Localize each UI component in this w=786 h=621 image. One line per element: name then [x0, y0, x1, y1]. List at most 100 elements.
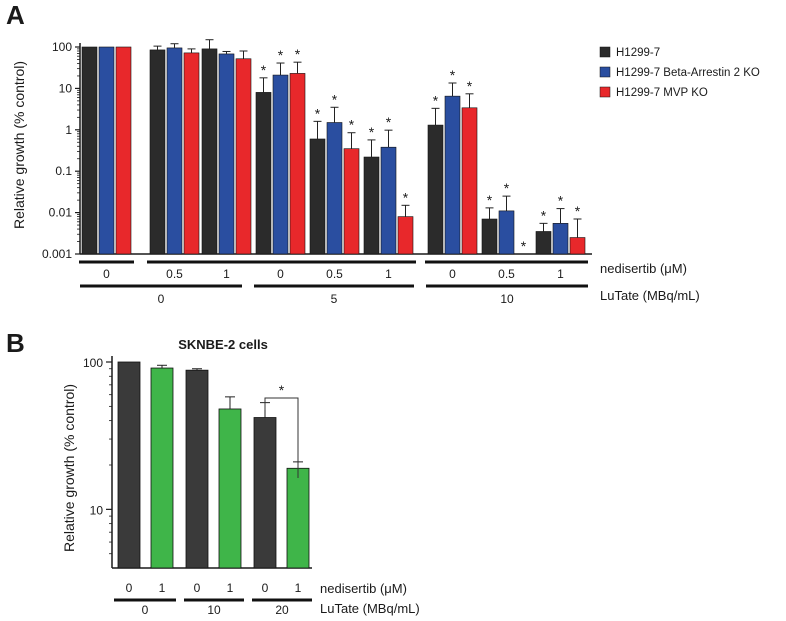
panel-a-bar [461, 107, 478, 255]
panel-a-bar [255, 92, 272, 255]
panel-a-nedisertib-value: 0.5 [326, 267, 343, 281]
panel-a-y-tick-label: 0.001 [42, 247, 72, 261]
panel-b-lutate-value: 0 [142, 603, 149, 617]
panel-a-nedisertib-value: 0 [449, 267, 456, 281]
panel-a-legend-label: H1299-7 Beta-Arrestin 2 KO [616, 67, 760, 79]
panel-a-bar [115, 46, 132, 255]
panel-a-nedisertib-value: 1 [557, 267, 564, 281]
panel-a-y-tick-label: 0.01 [49, 206, 73, 220]
panel-b-bars [117, 361, 310, 569]
panel-a-bar [218, 53, 235, 255]
panel-a-nedisertib-value: 1 [385, 267, 392, 281]
panel-a-legend: H1299-7 H1299-7 Beta-Arrestin 2 KO H1299-7… [599, 46, 760, 99]
panel-a-bar [535, 231, 552, 255]
panel-b-bar [218, 408, 242, 569]
panel-a-significance-star: * [386, 114, 392, 130]
panel-b-y-axis: 10 100 [83, 356, 312, 569]
panel-a-bar [98, 46, 115, 255]
panel-a-nedisertib-value: 0 [103, 267, 110, 281]
panel-a-bar [552, 223, 569, 255]
panel-a-bar [272, 74, 289, 255]
panel-a-group-labels: 0 0.5 1 0 0.5 1 0 0.5 10 5 10 [79, 260, 588, 306]
panel-a-legend-label: H1299-7 MVP KO [616, 87, 708, 99]
panel-a-bar [481, 218, 498, 255]
panel-b-nedisertib-value: 1 [295, 581, 302, 595]
panel-b-significance: * [264, 382, 299, 478]
panel-a-significance-star: * [433, 92, 439, 108]
panel-a-legend-label: H1299-7 [616, 47, 660, 59]
panel-a-significance-star: * [295, 46, 301, 62]
panel-b-bar [253, 417, 277, 569]
panel-a-significance-star: * [403, 189, 409, 205]
panel-a-significance-star: * [467, 78, 473, 94]
panel-a-legend-swatch [599, 66, 611, 78]
panel-b-bar [286, 467, 310, 569]
panel-a-bar [363, 156, 380, 255]
panel-a-significance-star: * [332, 91, 338, 107]
panel-a-y-axis-title: Relative growth (% control) [11, 61, 27, 229]
panel-b-nedisertib-value: 0 [126, 581, 133, 595]
panel-a-y-tick-label: 10 [59, 81, 73, 95]
panel-b-lutate-value: 10 [207, 603, 221, 617]
panel-a-bar [326, 122, 343, 255]
panel-a-bar [444, 95, 461, 255]
panel-a-significance-star: * [278, 47, 284, 63]
panel-b-label: B [6, 328, 25, 358]
panel-a-nedisertib-value: 1 [223, 267, 230, 281]
panel-a-significance-star: * [504, 180, 510, 196]
panel-b-nedisertib-value: 1 [159, 581, 166, 595]
panel-a: A Relative growth (% control) 0.001 0.01 0… [6, 0, 760, 306]
panel-b-y-tick-label: 100 [83, 356, 103, 370]
panel-b-y-tick-label: 10 [90, 503, 104, 517]
panel-a-nedisertib-label: nedisertib (μM) [600, 261, 687, 276]
panel-b-significance-bracket [264, 397, 299, 478]
panel-a-significance-star: * [315, 105, 321, 121]
panel-a-y-tick-label: 1 [65, 123, 72, 137]
panel-a-bar [569, 237, 586, 255]
panel-a-legend-swatch [599, 86, 611, 98]
panel-a-lutate-label: LuTate (MBq/mL) [600, 288, 700, 303]
panel-a-bar [309, 138, 326, 255]
panel-b-nedisertib-value: 1 [227, 581, 234, 595]
panel-a-nedisertib-value: 0.5 [166, 267, 183, 281]
panel-a-significance-star: * [558, 193, 564, 209]
panel-b-nedisertib-value: 0 [194, 581, 201, 595]
panel-a-bar [380, 146, 397, 255]
panel-a-bar [397, 216, 414, 255]
panel-a-bar [289, 73, 306, 255]
panel-b-title: SKNBE-2 cells [178, 337, 268, 352]
panel-a-bar [427, 124, 444, 255]
panel-a-bar [166, 47, 183, 255]
panel-a-bar [235, 58, 252, 255]
panel-b-lutate-label: LuTate (MBq/mL) [320, 601, 420, 616]
panel-b-nedisertib-value: 0 [262, 581, 269, 595]
panel-a-bar [343, 148, 360, 255]
panel-a-y-tick-label: 100 [52, 40, 72, 54]
panel-a-lutate-value: 0 [158, 292, 165, 306]
panel-a-y-tick-label: 0.1 [55, 164, 72, 178]
panel-a-nedisertib-value: 0.5 [498, 267, 515, 281]
panel-b-bar [117, 361, 141, 569]
panel-a-bar [183, 52, 200, 255]
panel-a-significance-stars: * * * * * * * * * * * * * * * * * * [261, 46, 581, 254]
panel-a-bars [81, 39, 586, 255]
panel-b-bar [150, 367, 174, 569]
panel-b: B SKNBE-2 cells Relative growth (% contr… [6, 328, 420, 617]
panel-b-lutate-value: 20 [275, 603, 289, 617]
panel-a-significance-star: * [575, 203, 581, 219]
panel-a-bar [201, 48, 218, 255]
panel-b-nedisertib-label: nedisertib (μM) [320, 581, 407, 596]
panel-a-significance-star: * [487, 192, 493, 208]
panel-a-significance-star: * [261, 62, 267, 78]
panel-b-bar [185, 369, 209, 569]
panel-b-significance-star: * [279, 382, 285, 398]
panel-a-nedisertib-value: 0 [277, 267, 284, 281]
panel-b-group-labels: 0 1 0 1 0 10 10 20 [114, 581, 312, 617]
panel-a-significance-star: * [450, 67, 456, 83]
panel-a-significance-star: * [541, 207, 547, 223]
panel-a-significance-star: * [369, 124, 375, 140]
panel-a-label: A [6, 0, 25, 30]
panel-a-lutate-value: 10 [500, 292, 514, 306]
panel-a-legend-swatch [599, 46, 611, 58]
